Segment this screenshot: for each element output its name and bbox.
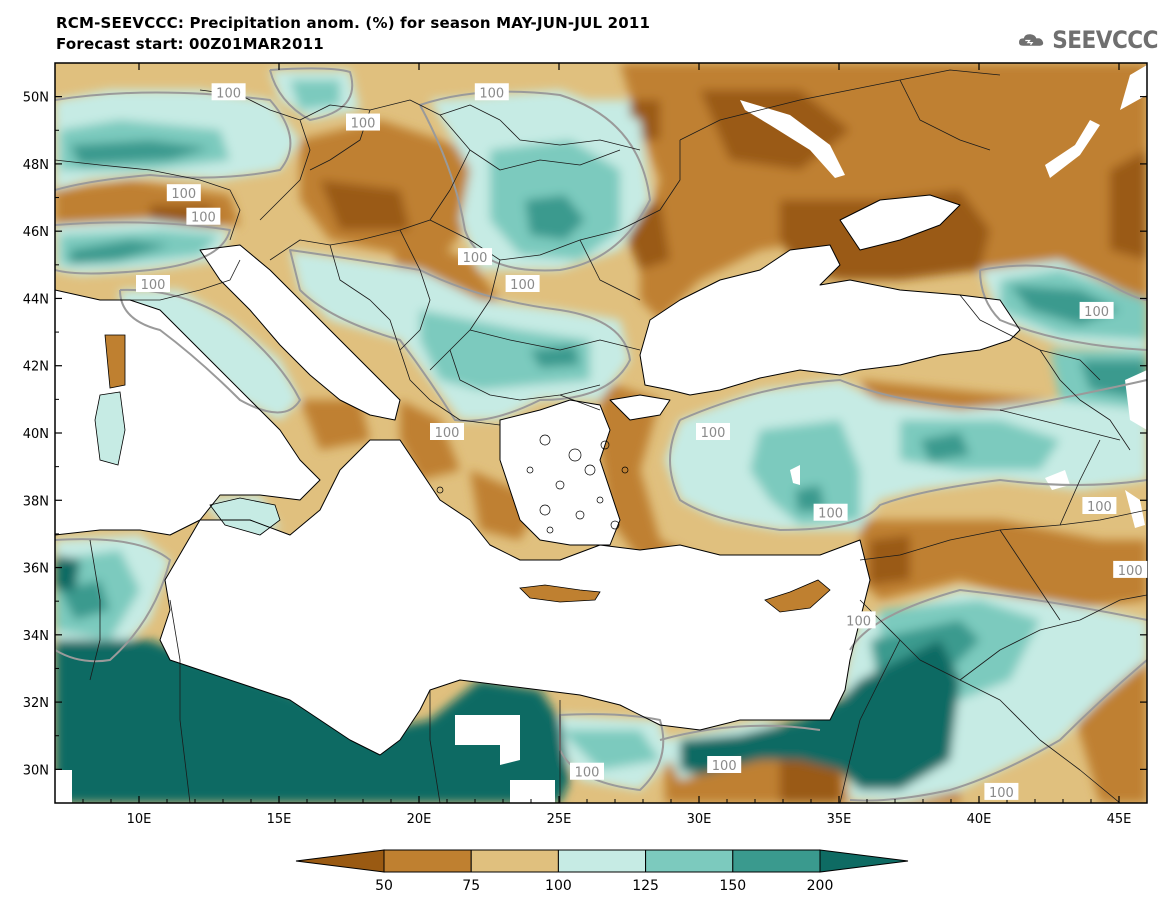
contour-label: 100 xyxy=(1118,564,1143,579)
colorbar-swatch xyxy=(470,849,559,873)
forecast-start-label: Forecast start: 00Z01MAR2011 xyxy=(56,35,324,53)
contour-label: 100 xyxy=(463,251,488,266)
lat-tick-label: 44N xyxy=(23,292,49,307)
seevccc-logo: SEEVCCC xyxy=(1018,22,1158,58)
contour-label: 100 xyxy=(846,614,871,629)
contour-label: 100 xyxy=(216,86,241,101)
aegean-islands xyxy=(436,434,629,534)
coastlines xyxy=(55,194,1021,756)
contour-label-background xyxy=(166,184,201,202)
lat-tick-label: 48N xyxy=(23,158,49,173)
contour-label-background xyxy=(570,762,604,780)
lat-tick-label: 50N xyxy=(23,91,49,106)
contour-label-background xyxy=(346,113,380,131)
contour-label-background xyxy=(136,275,170,292)
lat-tick-label: 42N xyxy=(23,360,49,375)
contour-label: 100 xyxy=(1087,500,1112,515)
lon-tick-label: 10E xyxy=(127,812,152,827)
contour-label: 100 xyxy=(575,766,600,781)
contour-lines xyxy=(55,67,1147,802)
anomaly-field xyxy=(55,63,1147,803)
cloud-icon xyxy=(1018,34,1044,46)
colorbar: 50 75 100 125 150 200 xyxy=(295,849,909,894)
lon-tick-label: 30E xyxy=(687,812,712,827)
contour-label: 100 xyxy=(351,117,376,132)
contour-label-background xyxy=(841,611,876,629)
contour-label: 100 xyxy=(818,507,843,522)
colorbar-label: 125 xyxy=(632,878,659,894)
contour-labels: 100 100 100 100 100 100 100 100 100 100 100 100 100 1… xyxy=(136,83,1148,801)
lat-tick-label: 36N xyxy=(23,562,49,577)
contour-label-background xyxy=(458,248,492,266)
map-title: RCM-SEEVCCC: Precipitation anom. (%) for… xyxy=(56,14,651,32)
lat-tick-label: 32N xyxy=(23,696,49,711)
colorbar-label: 75 xyxy=(462,878,480,894)
contour-label-background xyxy=(984,782,1019,800)
contour-label-background xyxy=(211,83,246,101)
colorbar-swatch xyxy=(732,849,821,873)
colorbar-lower-arrow xyxy=(295,849,385,873)
contour-label: 100 xyxy=(191,211,216,226)
contour-label: 100 xyxy=(510,278,535,293)
logo-text: SEEVCCC xyxy=(1052,26,1158,54)
contour-label: 100 xyxy=(435,426,460,441)
lat-tick-label: 40N xyxy=(23,427,49,442)
contour-label-background xyxy=(1113,560,1148,578)
contour-label-background xyxy=(707,756,742,773)
colorbar-upper-arrow xyxy=(819,849,909,873)
contour-label-background xyxy=(474,83,509,101)
contour-label: 100 xyxy=(712,759,737,774)
contour-label: 100 xyxy=(701,426,726,441)
islands xyxy=(94,334,831,613)
contour-label: 100 xyxy=(141,278,166,293)
contour-label-background xyxy=(813,503,848,521)
colorbar-swatch xyxy=(645,849,734,873)
lon-tick-label: 25E xyxy=(547,812,572,827)
colorbar-label: 100 xyxy=(545,878,572,894)
lon-tick-label: 20E xyxy=(407,812,432,827)
contour-label: 100 xyxy=(171,187,196,202)
lon-tick-label: 35E xyxy=(827,812,852,827)
contour-label-background xyxy=(186,207,221,225)
lat-tick-label: 30N xyxy=(23,763,49,778)
contour-label-background xyxy=(1079,301,1114,319)
lat-tick-label: 34N xyxy=(23,629,49,644)
contour-label-background xyxy=(696,423,730,440)
lat-tick-label: 38N xyxy=(23,494,49,509)
contour-label: 100 xyxy=(1084,305,1109,320)
lat-tick-label: 46N xyxy=(23,225,49,240)
colorbar-label: 50 xyxy=(375,878,393,894)
map-axes: 50N 48N 46N 44N 42N 40N 38N 36N 34N 32N 30N 10E 15E 2… xyxy=(23,62,1148,827)
colorbar-swatch xyxy=(557,849,647,873)
colorbar-label: 150 xyxy=(719,878,746,894)
lon-tick-label: 40E xyxy=(967,812,992,827)
lon-tick-label: 45E xyxy=(1107,812,1132,827)
contour-label-background xyxy=(505,275,540,292)
contour-label: 100 xyxy=(989,786,1014,801)
contour-label-background xyxy=(430,423,464,440)
contour-label-background xyxy=(1082,497,1117,514)
colorbar-swatch xyxy=(383,849,472,873)
lon-tick-label: 15E xyxy=(267,812,292,827)
colorbar-label: 200 xyxy=(807,878,834,894)
contour-label: 100 xyxy=(479,86,504,101)
